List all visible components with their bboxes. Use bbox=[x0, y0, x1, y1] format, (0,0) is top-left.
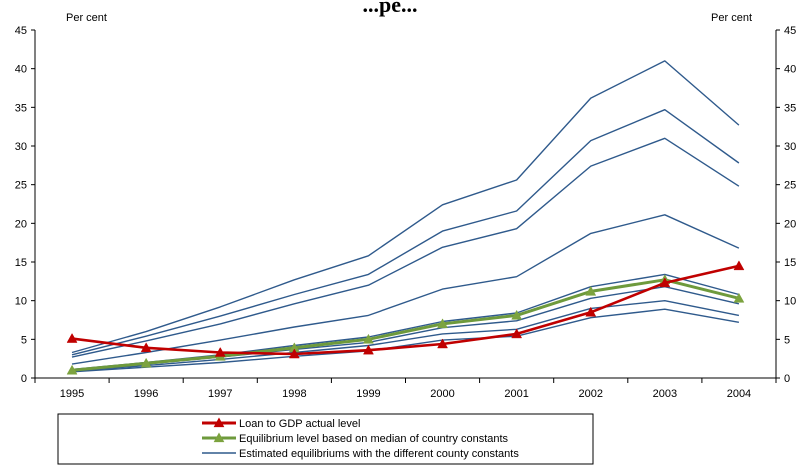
data-point-actual bbox=[140, 342, 152, 353]
y-tick-label-right: 35 bbox=[784, 102, 796, 114]
data-point-median bbox=[66, 364, 78, 375]
data-point-median bbox=[140, 357, 152, 368]
series-line-thin bbox=[71, 137, 740, 358]
data-point-actual bbox=[511, 328, 523, 339]
legend: Loan to GDP actual level Equilibrium leve… bbox=[57, 413, 594, 465]
y-tick-label-right: 25 bbox=[784, 180, 796, 192]
series-line-thin bbox=[71, 108, 740, 356]
series-line-thin bbox=[71, 60, 740, 354]
y-tick-label-left: 0 bbox=[21, 373, 27, 385]
data-point-actual bbox=[659, 277, 671, 288]
legend-item: Estimated equilibriums with the differen… bbox=[202, 448, 519, 460]
legend-label: Estimated equilibriums with the differen… bbox=[239, 448, 519, 460]
series-line-median bbox=[71, 278, 740, 372]
y-tick-label-left: 30 bbox=[15, 141, 27, 153]
data-point-median bbox=[733, 292, 745, 303]
series-line-thin bbox=[71, 308, 740, 373]
x-tick-label: 2000 bbox=[430, 388, 454, 400]
series-thin bbox=[71, 308, 740, 373]
x-tick-label: 1998 bbox=[282, 388, 306, 400]
series-thin bbox=[71, 300, 740, 372]
series-line-actual bbox=[71, 264, 740, 356]
y-tick-label-right: 5 bbox=[784, 334, 790, 346]
data-point-median bbox=[437, 318, 448, 329]
x-tick-label: 1995 bbox=[60, 388, 84, 400]
legend-item: Loan to GDP actual level bbox=[202, 417, 360, 430]
y-tick-label-right: 20 bbox=[784, 218, 796, 230]
y-tick-label-right: 30 bbox=[784, 141, 796, 153]
series-thin bbox=[71, 60, 740, 354]
x-tick-label: 2001 bbox=[504, 388, 528, 400]
series-line-thin bbox=[71, 214, 740, 365]
series-median bbox=[66, 274, 745, 375]
y-tick-label-left: 45 bbox=[15, 25, 27, 37]
x-tick-label: 1996 bbox=[134, 388, 158, 400]
series-line-thin bbox=[71, 300, 740, 372]
y-axis-label-right: Per cent bbox=[711, 12, 752, 24]
legend-label: Loan to GDP actual level bbox=[239, 418, 360, 430]
series-thin bbox=[71, 108, 740, 356]
y-tick-label-right: 40 bbox=[784, 64, 796, 76]
y-tick-label-right: 45 bbox=[784, 25, 796, 37]
legend-swatch-marker bbox=[213, 417, 225, 428]
y-tick-label-left: 5 bbox=[21, 334, 27, 346]
data-point-actual bbox=[214, 346, 226, 357]
legend-item: Equilibrium level based on median of cou… bbox=[202, 432, 509, 445]
x-tick-label: 2004 bbox=[727, 388, 751, 400]
legend-box bbox=[57, 413, 594, 465]
y-tick-label-right: 0 bbox=[784, 373, 790, 385]
series-thin bbox=[71, 214, 740, 365]
y-tick-label-left: 35 bbox=[15, 102, 27, 114]
x-tick-label: 1999 bbox=[356, 388, 380, 400]
legend-swatch-marker bbox=[213, 432, 225, 443]
data-point-actual bbox=[66, 333, 78, 343]
data-point-median bbox=[511, 309, 523, 320]
series-layer bbox=[66, 60, 745, 375]
y-tick-label-left: 20 bbox=[15, 218, 27, 230]
y-tick-label-left: 40 bbox=[15, 64, 27, 76]
series-thin bbox=[71, 137, 740, 358]
y-axis-label-left: Per cent bbox=[66, 12, 107, 24]
data-point-actual bbox=[363, 344, 374, 355]
y-tick-label-right: 10 bbox=[784, 296, 796, 308]
data-point-actual bbox=[288, 348, 300, 359]
x-tick-label: 1997 bbox=[208, 388, 232, 400]
x-tick-label: 2003 bbox=[653, 388, 677, 400]
data-point-median bbox=[585, 285, 597, 296]
data-point-actual bbox=[733, 260, 745, 271]
data-point-median bbox=[363, 333, 374, 344]
series-thin bbox=[71, 273, 740, 371]
data-point-actual bbox=[437, 338, 448, 349]
y-tick-label-right: 15 bbox=[784, 257, 796, 269]
x-tick-label: 2002 bbox=[579, 388, 603, 400]
y-tick-label-left: 25 bbox=[15, 180, 27, 192]
y-tick-label-left: 15 bbox=[15, 257, 27, 269]
y-tick-label-left: 10 bbox=[15, 296, 27, 308]
axes: 0 0 5 5 10 10 15 15 20 20 25 25 30 30 35 35 40 40 45 45 1995… bbox=[15, 25, 797, 400]
series-actual bbox=[66, 260, 745, 359]
chart-title: ...pe... bbox=[363, 0, 418, 17]
series-line-thin bbox=[71, 273, 740, 371]
legend-label: Equilibrium level based on median of cou… bbox=[239, 433, 509, 445]
data-point-actual bbox=[585, 306, 597, 317]
